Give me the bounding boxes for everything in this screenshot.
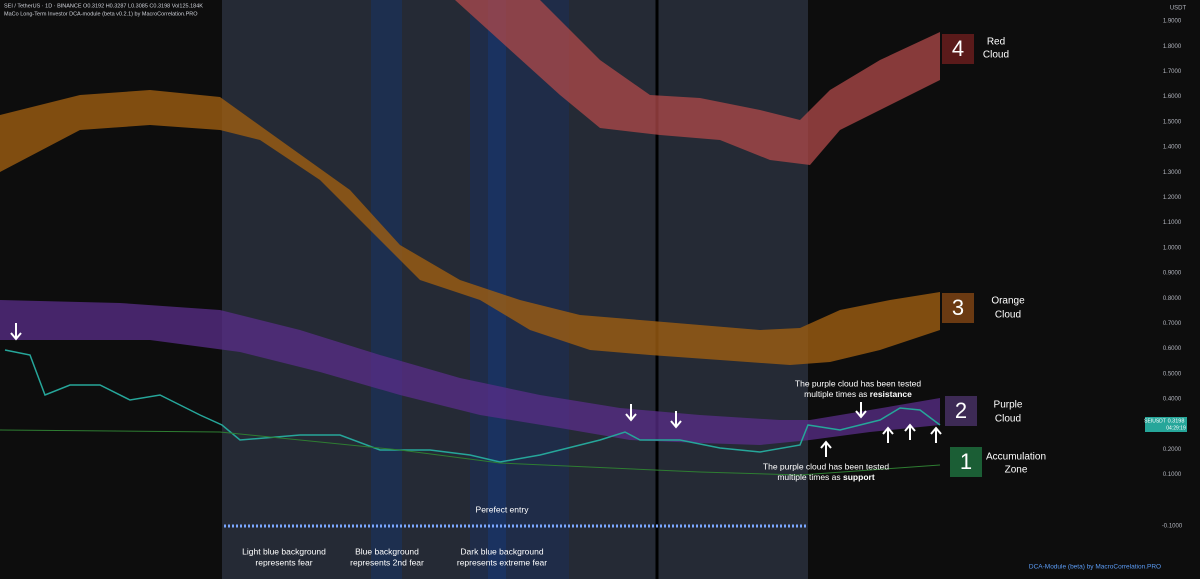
annotation-text: multiple times as — [777, 472, 843, 482]
cloud-number: 3 — [952, 295, 964, 320]
annotation: multiple times as resistance — [804, 389, 912, 399]
axis-labels: 1.9000 1.8000 1.7000 1.6000 1.5000 1.4000 1.30… — [1163, 19, 1182, 479]
axis-label: 1.8000 — [1163, 44, 1182, 50]
price-tag-countdown: 04:29:19 — [1166, 425, 1186, 431]
cloud-badge — [942, 293, 974, 323]
cloud-label: Red — [987, 37, 1005, 48]
cloud-label: Cloud — [983, 50, 1009, 61]
cloud-badge — [945, 396, 977, 426]
axis-label: 0.5000 — [1163, 371, 1182, 377]
annotation-text: multiple times as — [804, 389, 870, 399]
cloud-number: 1 — [960, 449, 972, 474]
cloud-number: 4 — [952, 36, 964, 61]
price-line — [4, 349, 941, 463]
axis-label: 0.6000 — [1163, 346, 1182, 352]
price-tag-symbol: SEIUSDT — [1144, 418, 1166, 424]
purple-cloud — [0, 300, 940, 445]
arrows — [10, 323, 942, 457]
extreme-fear-core — [488, 0, 506, 579]
annotation: Dark blue background — [460, 546, 543, 556]
axis-label: 1.5000 — [1163, 119, 1182, 125]
annotation: Light blue background — [242, 546, 326, 556]
cloud-label: Orange — [991, 296, 1025, 307]
orange-cloud — [0, 90, 940, 365]
axis-label: 1.0000 — [1163, 245, 1182, 251]
axis-label: 0.4000 — [1163, 397, 1182, 403]
cloud-badge — [950, 447, 982, 477]
annotation: represents extreme fear — [457, 557, 547, 567]
ma-line — [0, 429, 941, 476]
annotation: Blue background — [355, 546, 419, 556]
cloud-label: Cloud — [995, 310, 1021, 321]
cloud-label: Purple — [994, 400, 1023, 411]
price-tag-price: 0.3198 — [1168, 418, 1185, 424]
cloud-label: Accumulation — [986, 452, 1046, 463]
axis-label: 1.6000 — [1163, 94, 1182, 100]
axis-label: 1.1000 — [1163, 220, 1182, 226]
cloud-badge — [942, 34, 974, 64]
red-cloud — [455, 0, 940, 165]
annotation: represents 2nd fear — [350, 557, 424, 567]
price-axis — [1135, 0, 1200, 579]
axis-label: 1.4000 — [1163, 145, 1182, 151]
axis-label: 0.7000 — [1163, 321, 1182, 327]
axis-label: 1.7000 — [1163, 69, 1182, 75]
annotation-bold: resistance — [870, 389, 912, 399]
axis-label: 1.2000 — [1163, 195, 1182, 201]
annotation: Perefect entry — [476, 504, 530, 514]
axis-label: 1.9000 — [1163, 19, 1182, 25]
annotation-bold: support — [843, 472, 875, 482]
annotation: The purple cloud has been tested — [763, 461, 889, 471]
axis-label: -0.1000 — [1162, 524, 1183, 530]
price-tag — [1145, 417, 1187, 432]
second-fear-zone — [371, 0, 402, 579]
axis-label: 1.3000 — [1163, 170, 1182, 176]
cloud-label: Cloud — [995, 414, 1021, 425]
cloud-label: Zone — [1005, 465, 1028, 476]
axis-label: 0.1000 — [1163, 472, 1182, 478]
axis-label: 0.2000 — [1163, 447, 1182, 453]
axis-unit: USDT — [1170, 6, 1187, 12]
annotation: The purple cloud has been tested — [795, 378, 921, 388]
cloud-number: 2 — [955, 398, 967, 423]
axis-label: 0.9000 — [1163, 271, 1182, 277]
indicator-line: MaCo Long-Term Investor DCA-module (beta… — [4, 11, 198, 17]
footer: DCA-Module (beta) by MacroCorrelation.PR… — [1029, 564, 1161, 571]
axis-label: 0.8000 — [1163, 296, 1182, 302]
annotation: multiple times as support — [777, 472, 874, 482]
symbol-line: SEI / TetherUS · 1D · BINANCE O0.3192 H0… — [4, 3, 203, 9]
annotation: represents fear — [255, 557, 312, 567]
